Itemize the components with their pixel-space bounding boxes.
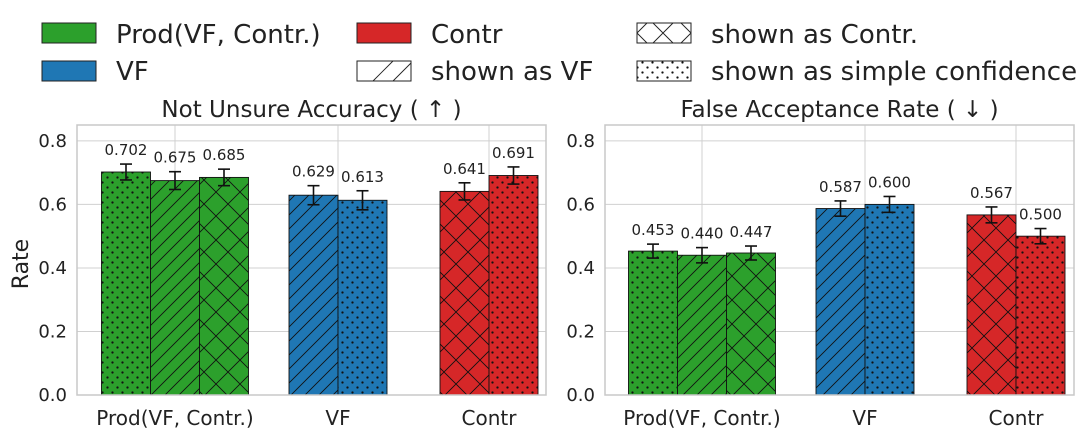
bar-hatch [199,176,249,396]
legend-label-shown-contr: shown as Contr. [711,20,918,50]
bar-value-label: 0.685 [203,146,246,164]
y-tick-label: 0.6 [38,194,67,215]
legend-label-vf: VF [116,57,149,87]
bar-value-label: 0.500 [1019,206,1062,224]
bar-hatch [1015,235,1066,396]
axes-frame [604,124,1075,396]
bar-value-label: 0.702 [105,141,148,159]
bar-hatch [966,214,1017,396]
x-tick-label: Contr [989,406,1045,430]
panel-false-acceptance-rate: 0.0 0.2 0.4 0.6 0.8 0.453 0.440 0.447 Prod(VF, C… [566,97,1075,430]
bar-value-label: 0.440 [681,225,724,243]
bar-value-label: 0.447 [730,223,773,241]
legend-swatch-vf [41,60,97,82]
bar-hatch [815,208,866,396]
x-tick-label: VF [325,406,350,430]
y-tick-label: 0.2 [38,321,67,342]
legend-label-shown-vf: shown as VF [431,57,593,87]
bar-hatch [628,250,678,396]
bar-value-label: 0.613 [341,168,384,186]
legend-label-shown-simple: shown as simple confidence [711,57,1077,87]
bar-value-label: 0.691 [492,144,535,162]
legend-swatch-shown-simple [636,60,692,82]
panel-not-unsure-accuracy: 0.0 0.2 0.4 0.6 0.8 0.702 0.675 0.685 Prod(VF, C… [38,97,547,430]
bar-value-label: 0.629 [292,163,335,181]
x-tick-label: Prod(VF, Contr.) [96,406,253,430]
bar-hatch [101,171,151,396]
bar-hatch [864,203,915,396]
panel-title: False Acceptance Rate ( ↓ ) [680,97,998,123]
legend-swatch-contr [356,22,412,44]
bar-value-label: 0.641 [443,160,486,178]
y-tick-label: 0.8 [566,131,595,152]
legend-label-contr: Contr [431,20,503,50]
legend-swatch-shown-contr [636,22,692,44]
y-tick-label: 0.4 [38,258,67,279]
axes-frame [76,124,547,396]
x-tick-label: VF [852,406,877,430]
legend-label-prod: Prod(VF, Contr.) [116,20,321,50]
bar-hatch [726,252,776,396]
y-axis-label: Rate [9,239,34,289]
bar-hatch [150,180,200,396]
y-tick-label: 0.0 [38,385,67,406]
bar-value-label: 0.453 [632,221,675,239]
bar-value-label: 0.675 [154,149,197,167]
legend-swatch-prod [41,22,97,44]
bar-hatch [337,199,388,396]
y-tick-label: 0.2 [566,321,595,342]
bar-value-label: 0.567 [970,184,1013,202]
panel-title: Not Unsure Accuracy ( ↑ ) [161,97,461,123]
y-tick-label: 0.0 [566,385,595,406]
bar-hatch [488,175,539,396]
y-tick-label: 0.8 [38,131,67,152]
bar-hatch [288,194,339,396]
x-tick-label: Prod(VF, Contr.) [623,406,780,430]
legend-swatch-shown-vf [356,60,412,82]
bar-value-label: 0.587 [819,178,862,196]
legend: Prod(VF, Contr.) VF Contr shown as VF sh… [41,20,1077,87]
x-tick-label: Contr [462,406,518,430]
bar-hatch [677,254,727,396]
bar-hatch [439,190,490,396]
bar-value-label: 0.600 [868,173,911,191]
y-tick-label: 0.4 [566,258,595,279]
y-tick-label: 0.6 [566,194,595,215]
